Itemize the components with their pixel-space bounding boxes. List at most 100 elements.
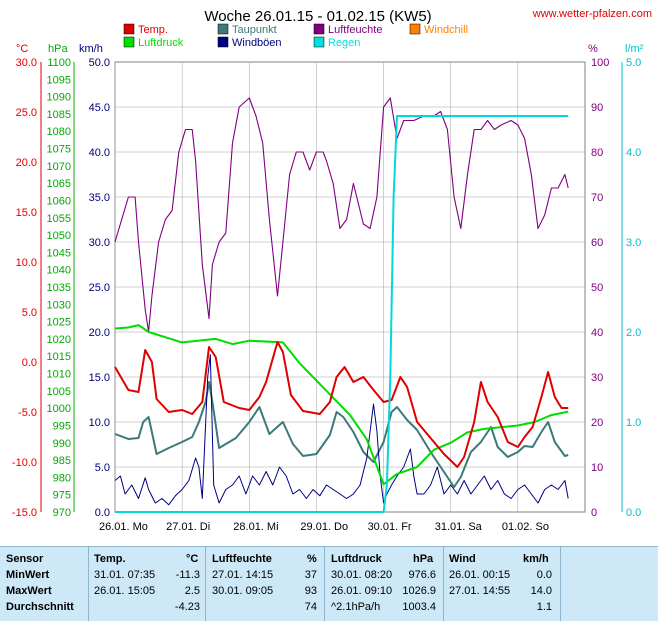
temp-tick-label: -15.0 [12, 507, 37, 519]
stats-pressure-value: 976.6 [408, 569, 436, 581]
chart-title: Woche 26.01.15 - 01.02.15 (KW5) [204, 8, 431, 25]
x-axis-ticks: 26.01. Mo 27.01. Di 28.01. Mi 29.01. Do 30.0… [99, 521, 549, 533]
day-label: 31.01. Sa [435, 521, 483, 533]
pressure-tick-label: 1015 [47, 351, 71, 363]
temperature-line [114, 341, 569, 468]
stats-header-pressure: Luftdruck [331, 553, 382, 565]
temp-tick-label: 20.0 [16, 157, 37, 169]
pressure-tick-label: 1040 [47, 265, 71, 277]
source-url[interactable]: www.wetter-pfalzen.com [532, 8, 652, 20]
day-label: 29.01. Do [300, 521, 348, 533]
wind-tick-label: 40.0 [89, 147, 110, 159]
stats-humidity-value: 93 [304, 585, 317, 597]
legend-swatch [313, 36, 325, 48]
legend-swatch [313, 23, 325, 35]
wind-unit-label: km/h [79, 43, 103, 55]
pressure-tick-label: 995 [53, 420, 71, 432]
legend-label: Regen [328, 37, 360, 49]
pressure-tick-label: 1030 [47, 299, 71, 311]
stats-temp-value: -4.23 [174, 601, 200, 613]
stats-wind-value: 0.0 [536, 569, 552, 581]
plot-lines [114, 97, 569, 513]
pressure-tick-label: 1005 [47, 386, 71, 398]
stats-temp-value: -11.3 [175, 569, 200, 581]
stats-header-humidity: Luftfeuchte [212, 553, 272, 565]
stats-separator [205, 547, 206, 621]
pressure-tick-label: 1065 [47, 178, 71, 190]
stats-header-sensor: Sensor [6, 553, 44, 565]
wind-tick-label: 35.0 [89, 192, 110, 204]
stats-separator [443, 547, 444, 621]
pressure-tick-label: 1070 [47, 161, 71, 173]
humidity-line [114, 97, 569, 333]
wind-tick-label: 30.0 [89, 237, 110, 249]
stats-pressure-value: 1026.9 [402, 585, 436, 597]
pressure-tick-label: 1045 [47, 247, 71, 259]
pressure-tick-label: 980 [53, 472, 71, 484]
humidity-tick-label: 30 [591, 372, 603, 384]
stats-table: Sensor Temp. °C Luftfeuchte % Luftdruck … [0, 546, 658, 621]
humidity-tick-label: 80 [591, 147, 603, 159]
temp-unit-label: °C [16, 43, 28, 55]
stats-wind-time: 27.01. 14:55 [449, 585, 511, 597]
pressure-tick-label: 1050 [47, 230, 71, 242]
pressure-tick-label: 1010 [47, 369, 71, 381]
stats-pressure-trend: ^2.1hPa/h [331, 601, 381, 613]
stats-row-label: Durchschnitt [6, 601, 74, 613]
stats-pressure-value: 1003.4 [402, 601, 436, 613]
temp-tick-label: 10.0 [16, 257, 37, 269]
humidity-tick-label: 90 [591, 102, 603, 114]
legend-swatch [409, 23, 421, 35]
temp-tick-label: 15.0 [16, 207, 37, 219]
wind-tick-label: 5.0 [95, 462, 110, 474]
rain-tick-label: 3.0 [626, 237, 641, 249]
rain-line [115, 115, 569, 513]
rain-tick-label: 2.0 [626, 327, 641, 339]
stats-temp-time: 26.01. 15:05 [94, 585, 156, 597]
y-axis-ticks: 30.0 25.0 20.0 15.0 10.0 5.0 0.0 -5.0 -10.0 -15.0… [12, 57, 641, 519]
humidity-tick-label: 70 [591, 192, 603, 204]
legend-label: Windchill [424, 24, 468, 36]
stats-row-label: MaxWert [6, 585, 52, 597]
stats-humidity-value: 37 [304, 569, 317, 581]
stats-row-min: MinWert 31.01. 07:35 -11.3 27.01. 14:15 … [0, 568, 658, 583]
pressure-tick-label: 1075 [47, 144, 71, 156]
pressure-line [114, 324, 569, 486]
day-label: 26.01. Mo [99, 521, 148, 533]
legend: Temp. Taupunkt Luftfeuchte Windchill Luftdru… [123, 23, 468, 49]
legend-swatch [217, 23, 229, 35]
weather-chart: Woche 26.01.15 - 01.02.15 (KW5) www.wett… [12, 8, 652, 533]
stats-header-humidity-unit: % [307, 553, 317, 565]
stats-row-label: MinWert [6, 569, 50, 581]
temp-tick-label: 0.0 [22, 357, 37, 369]
stats-separator [324, 547, 325, 621]
pressure-tick-label: 990 [53, 438, 71, 450]
stats-humidity-time: 27.01. 14:15 [212, 569, 274, 581]
legend-swatch [123, 23, 135, 35]
legend-label: Taupunkt [232, 24, 277, 36]
stats-header-pressure-unit: hPa [413, 553, 434, 565]
stats-wind-time: 26.01. 00:15 [449, 569, 511, 581]
pressure-tick-label: 1085 [47, 109, 71, 121]
stats-header-wind-unit: km/h [523, 553, 549, 565]
humidity-unit-label: % [588, 43, 598, 55]
pressure-tick-label: 1080 [47, 126, 71, 138]
legend-label: Temp. [138, 24, 168, 36]
humidity-tick-label: 20 [591, 417, 603, 429]
temp-tick-label: 5.0 [22, 307, 37, 319]
rain-tick-label: 0.0 [626, 507, 641, 519]
pressure-tick-label: 1020 [47, 334, 71, 346]
day-label: 27.01. Di [166, 521, 210, 533]
stats-header-row: Sensor Temp. °C Luftfeuchte % Luftdruck … [0, 552, 658, 567]
legend-label: Luftfeuchte [328, 24, 382, 36]
wind-gust-line [114, 354, 569, 506]
stats-pressure-time: 26.01. 09:10 [331, 585, 393, 597]
wind-tick-label: 50.0 [89, 57, 110, 69]
humidity-tick-label: 100 [591, 57, 609, 69]
wind-tick-label: 0.0 [95, 507, 110, 519]
temp-tick-label: 30.0 [16, 57, 37, 69]
wind-tick-label: 45.0 [89, 102, 110, 114]
wind-tick-label: 20.0 [89, 327, 110, 339]
pressure-tick-label: 1100 [47, 57, 71, 69]
humidity-tick-label: 10 [591, 462, 603, 474]
